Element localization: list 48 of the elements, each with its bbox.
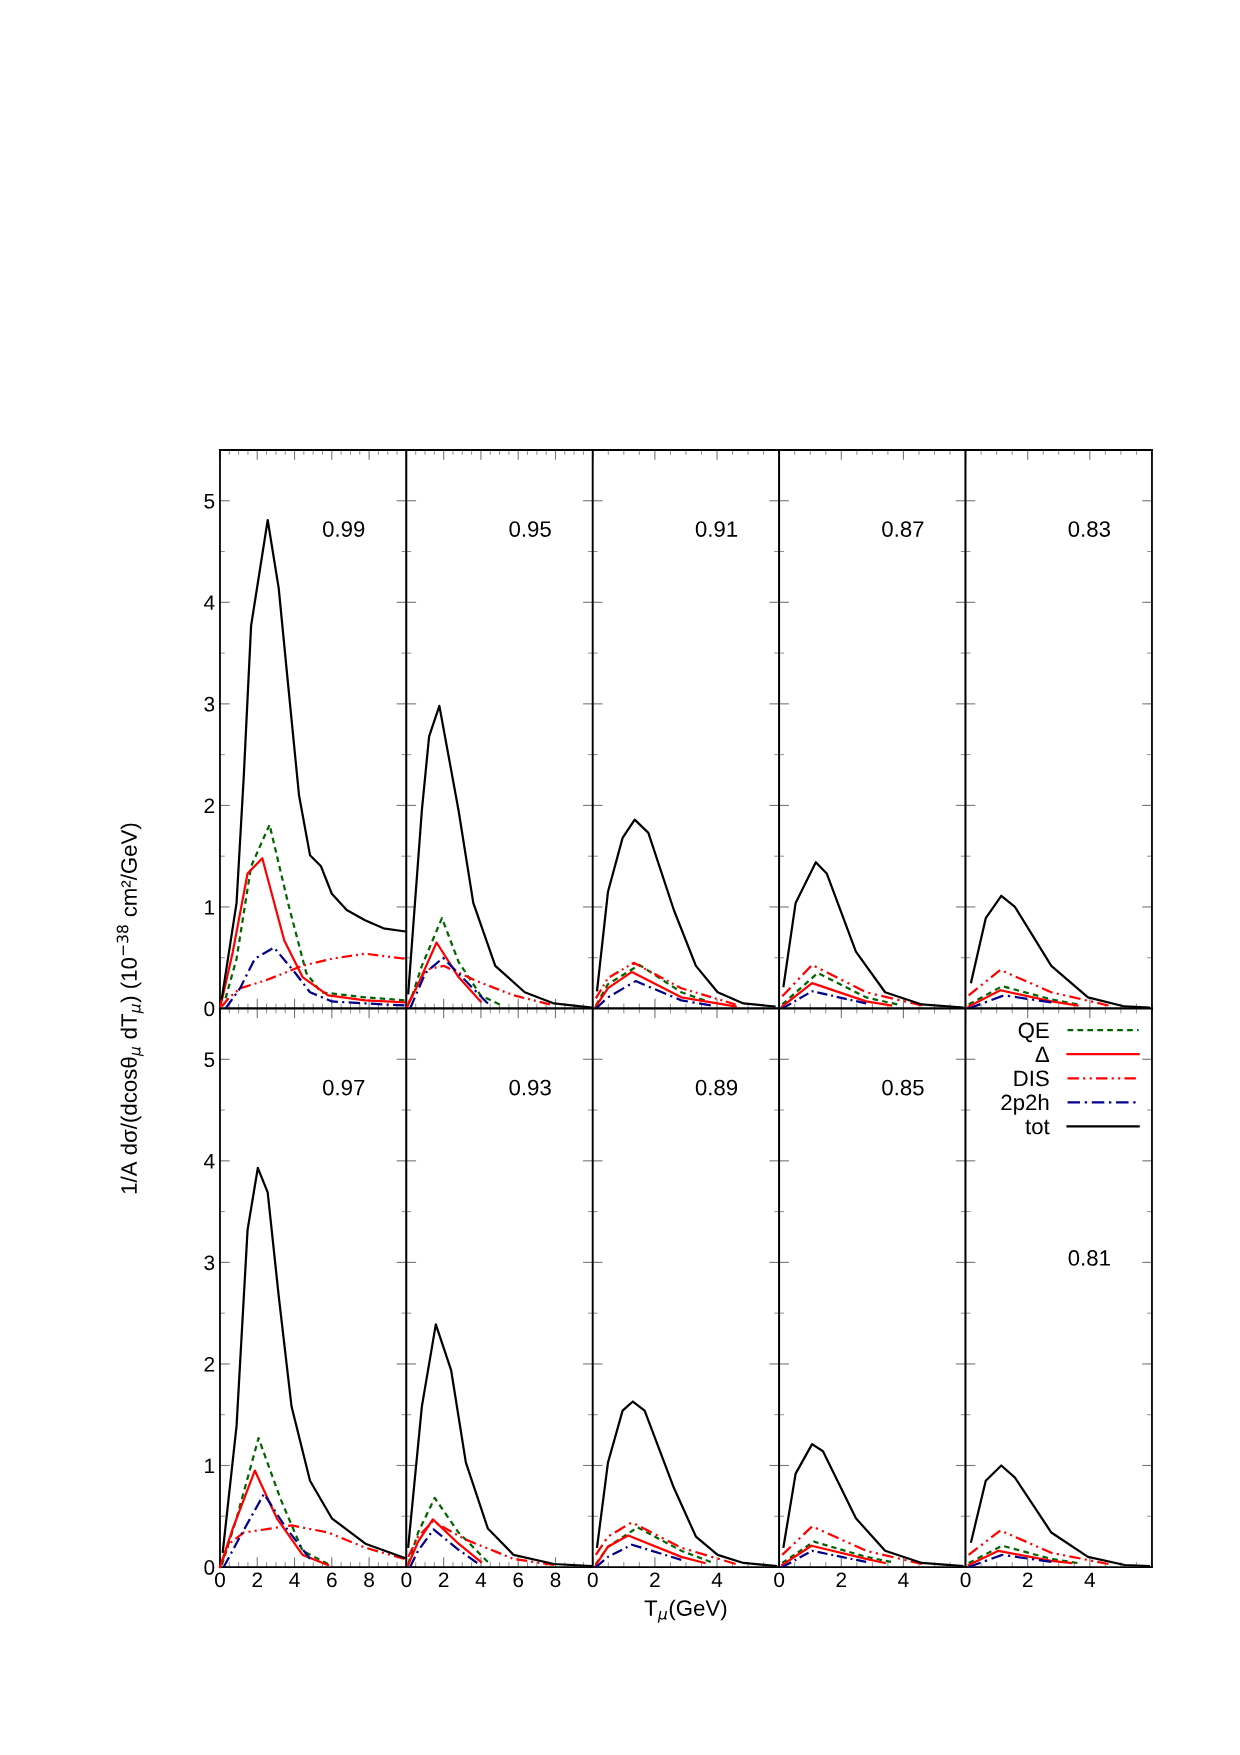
annotation: 0.85 [882, 1079, 924, 1096]
legend-label: tot [1025, 1119, 1050, 1135]
y-tick-label: 0 [204, 1001, 215, 1017]
y-axis-title: 1/A dσ/(dcosθ$_{μ}$ dT$_{μ}$) (10$^{−38}$ cm²/GeV) [116, 823, 144, 1194]
x-tick-label: 0 [587, 1572, 598, 1588]
annotation: 0.95 [509, 521, 551, 537]
x-tick-label: 2 [252, 1572, 262, 1587]
y-tick-label: 0 [204, 1560, 215, 1575]
x-tick-label: 4 [711, 1572, 723, 1587]
y-tick-label: 2 [204, 1356, 215, 1372]
x-tick-label: 2 [1022, 1572, 1033, 1587]
x-tick-label: 4 [289, 1572, 300, 1587]
x-tick-label: 4 [898, 1572, 909, 1587]
annotation: 0.87 [882, 521, 924, 537]
annotation: 0.89 [695, 1079, 738, 1096]
x-tick-label: 4 [475, 1572, 487, 1587]
x-tick-label: 6 [513, 1572, 524, 1588]
y-tick-label: 3 [204, 696, 215, 712]
x-tick-label: 0 [215, 1572, 225, 1588]
x-axis-title: T$_{μ}$(GeV) [644, 1599, 727, 1623]
legend-label: Δ [1035, 1046, 1050, 1062]
y-tick-label: 5 [204, 1052, 215, 1068]
annotation: 0.97 [322, 1079, 365, 1096]
x-tick-label: 8 [550, 1572, 561, 1588]
x-tick-label: 4 [1084, 1572, 1096, 1587]
x-tick-label: 6 [327, 1572, 337, 1588]
y-tick-label: 3 [204, 1255, 215, 1271]
annotation: 0.91 [695, 521, 738, 537]
y-tick-label: 1 [205, 900, 215, 915]
legend-label: 2p2h [1001, 1093, 1049, 1115]
y-tick-label: 5 [204, 493, 215, 509]
y-tick-label: 4 [204, 1154, 215, 1169]
x-tick-label: 2 [650, 1572, 660, 1587]
legend-label: QE [1018, 1022, 1049, 1043]
legend-label: DIS [1014, 1070, 1049, 1087]
x-tick-label: 2 [438, 1572, 449, 1587]
y-tick-label: 1 [205, 1458, 215, 1474]
x-tick-label: 0 [401, 1572, 412, 1588]
annotation: 0.81 [1068, 1250, 1110, 1266]
x-tick-label: 0 [774, 1572, 785, 1588]
annotation: 0.99 [322, 521, 365, 537]
x-tick-label: 2 [836, 1572, 847, 1587]
annotation: 0.93 [509, 1079, 551, 1096]
y-tick-label: 4 [204, 595, 215, 610]
x-tick-label: 0 [960, 1572, 971, 1588]
annotation: 0.83 [1068, 521, 1110, 537]
x-tick-label: 8 [364, 1572, 374, 1588]
y-tick-label: 2 [204, 798, 215, 813]
